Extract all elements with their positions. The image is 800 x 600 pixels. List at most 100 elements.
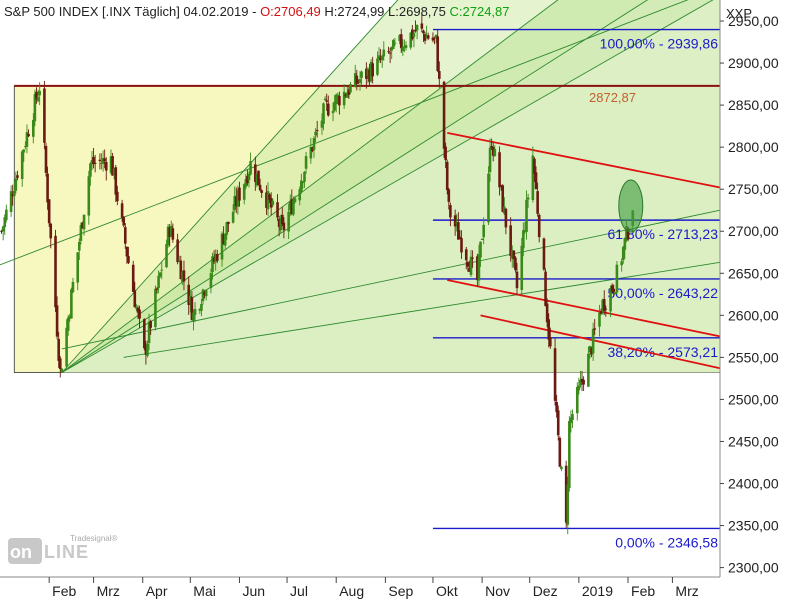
candle-body <box>387 51 390 53</box>
candle-body <box>437 71 441 79</box>
candle-body <box>555 402 558 413</box>
candle-body <box>234 196 238 207</box>
x-tick-label: Sep <box>388 583 413 599</box>
candle-body <box>54 235 57 308</box>
candle-body <box>460 238 463 253</box>
candle-body <box>537 214 541 238</box>
x-tick-label: Mrz <box>675 583 698 599</box>
candle-body <box>260 190 263 193</box>
candle-body <box>338 96 341 106</box>
x-tick-label: Feb <box>631 583 655 599</box>
candle-body <box>254 164 257 183</box>
fan-line <box>0 0 689 266</box>
candle-body <box>103 158 106 162</box>
candle-body <box>434 34 438 38</box>
candle-body <box>344 94 348 97</box>
candle-body <box>5 209 8 221</box>
candle-body <box>571 414 574 421</box>
candle-body <box>480 239 484 241</box>
candle-body <box>144 346 148 355</box>
candle-body <box>515 271 519 289</box>
candle-body <box>476 256 479 281</box>
candle-body <box>426 35 430 39</box>
red-channel-line <box>447 131 721 189</box>
candle-body <box>168 227 171 237</box>
candle-body <box>457 222 460 240</box>
logo-on: on <box>10 542 32 562</box>
y-tick-label: 2600,00 <box>728 307 779 323</box>
candle-body <box>16 175 19 178</box>
candle-body <box>287 211 290 232</box>
x-tick-label: Apr <box>146 583 168 599</box>
candle-body <box>523 229 527 232</box>
candle-body <box>301 181 305 183</box>
candle-body <box>514 257 517 271</box>
candle-body <box>499 185 503 187</box>
candle-body <box>158 272 162 277</box>
candles <box>0 14 635 535</box>
candle-body <box>160 269 164 271</box>
candle-body <box>587 353 590 387</box>
candle-body <box>55 305 59 337</box>
candle-body <box>133 290 137 308</box>
candle-body <box>112 168 116 176</box>
red-channel-line <box>480 314 721 370</box>
candle-body <box>403 46 406 48</box>
candle-body <box>566 484 570 525</box>
candle-body <box>176 239 179 263</box>
candle-body <box>135 307 138 309</box>
candle-body <box>602 299 606 311</box>
candle-body <box>325 100 328 102</box>
online-logo: on LINE Tradesignal® <box>8 534 117 568</box>
candle-body <box>47 199 51 224</box>
candle-body <box>60 368 64 373</box>
candle-body <box>487 173 490 223</box>
candle-body <box>501 185 505 212</box>
candle-body <box>266 191 270 210</box>
candle-body <box>398 35 401 42</box>
candle-body <box>46 173 49 203</box>
candle-body <box>488 147 492 172</box>
y-tick-label: 2450,00 <box>728 433 779 449</box>
candle-body <box>544 271 547 306</box>
candle-body <box>66 317 70 331</box>
candle-body <box>420 23 424 29</box>
candle-body <box>280 214 284 225</box>
candle-body <box>556 410 560 436</box>
candle-body <box>393 42 397 44</box>
x-tick-label: Feb <box>52 583 76 599</box>
candle-body <box>104 161 108 171</box>
y-tick-label: 2750,00 <box>728 181 779 197</box>
candle-body <box>33 94 37 122</box>
fib-label: 38,20% - 2573,21 <box>607 344 718 360</box>
candle-body <box>125 246 129 257</box>
candle-body <box>442 81 446 149</box>
candle-body <box>123 227 127 244</box>
candle-body <box>147 321 151 343</box>
candle-body <box>333 101 336 111</box>
candle-body <box>38 90 41 96</box>
candle-body <box>155 288 159 290</box>
candle-body <box>127 256 130 263</box>
candle-body <box>336 94 340 99</box>
y-tick-label: 2900,00 <box>728 55 779 71</box>
candle-body <box>577 385 581 391</box>
candle-body <box>458 236 462 239</box>
candle-body <box>114 167 118 195</box>
candle-body <box>93 162 97 164</box>
candle-body <box>411 29 414 39</box>
candle-body <box>560 466 563 470</box>
candle-body <box>71 281 75 293</box>
candle-body <box>98 159 102 162</box>
candle-body <box>379 57 382 61</box>
candle-body <box>65 327 68 367</box>
candle-body <box>533 158 536 174</box>
candle-body <box>92 156 95 165</box>
candle-body <box>431 37 435 41</box>
candle-body <box>542 238 546 270</box>
candle-body <box>482 224 486 238</box>
candle-body <box>545 303 549 323</box>
candle-body <box>1 226 5 232</box>
candle-body <box>220 233 224 260</box>
